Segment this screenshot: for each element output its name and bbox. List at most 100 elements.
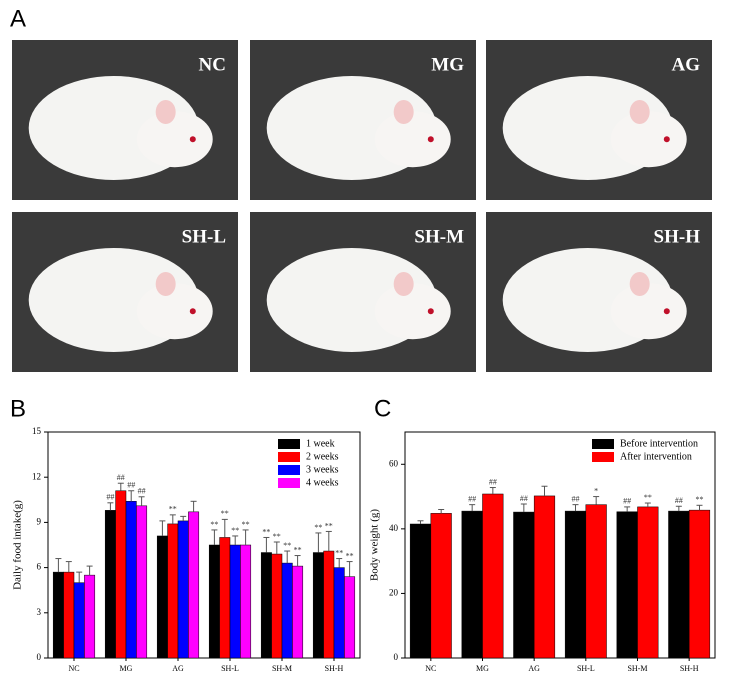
panel-label: B [10,395,26,422]
significance-mark: ## [106,493,114,502]
significance-mark: ## [572,494,580,503]
legend-label: 2 weeks [306,451,339,462]
mouse-head [374,283,451,340]
mouse-eye [427,136,434,143]
y-axis-label: Body weight (g) [369,509,381,581]
bar [616,511,638,659]
x-tick-label: SH-M [272,664,292,673]
y-tick-label: 40 [389,523,399,533]
mouse-eye [189,308,196,315]
bar [281,562,293,659]
legend-swatch [592,452,614,462]
y-tick-label: 6 [37,562,42,572]
x-tick-label: SH-L [221,664,239,673]
x-tick-label: MG [120,664,133,673]
x-tick-label: SH-L [577,664,595,673]
significance-mark: ** [262,527,270,536]
x-tick-label: SH-H [325,664,344,673]
bar [188,511,200,659]
legend-label: After intervention [620,451,692,462]
bar [208,544,220,659]
y-tick-label: 3 [37,607,42,617]
legend-swatch [278,452,300,462]
mouse-head [374,111,451,168]
legend-label: 4 weeks [306,477,339,488]
legend-label: 3 weeks [306,464,339,475]
x-tick-label: AG [528,664,540,673]
significance-mark: ** [242,520,250,529]
y-tick-label: 0 [394,652,399,662]
y-tick-label: 60 [389,458,399,468]
significance-mark: ** [231,526,239,535]
photo-label: MG [431,54,464,75]
mouse-ear [393,100,414,124]
x-tick-label: SH-M [627,664,647,673]
x-tick-label: NC [68,664,79,673]
bar [585,504,607,659]
significance-mark: ** [294,545,302,554]
bar [344,576,356,659]
bar [564,510,587,659]
bar [312,552,324,659]
y-tick-label: 15 [32,426,42,436]
significance-mark: ## [138,487,146,496]
bar [292,565,304,659]
bar [177,520,189,659]
y-axis-label: Daily food intake(g) [12,500,24,590]
bar [240,544,252,659]
mouse-ear [629,272,650,296]
significance-mark: ## [675,496,683,505]
bar [73,582,85,659]
significance-mark: ** [696,495,704,504]
significance-mark: ** [325,521,333,530]
significance-mark: ** [644,493,652,502]
bar [84,574,96,659]
significance-mark: ## [127,481,135,490]
photo-label: SH-L [182,226,226,247]
significance-mark: ## [623,497,631,506]
plot-frame [404,431,716,659]
legend-swatch [278,478,300,488]
mouse-ear [155,272,176,296]
bar [156,535,168,659]
mouse-eye [663,136,670,143]
bar [260,552,272,659]
bar [409,523,432,659]
bar [52,571,64,659]
y-tick-label: 20 [389,587,399,597]
y-tick-label: 12 [32,471,41,481]
significance-mark: ** [335,548,343,557]
significance-mark: ** [210,520,218,529]
mouse-head [610,111,687,168]
significance-mark: ## [520,494,528,503]
bar [333,567,345,659]
y-tick-label: 9 [37,516,42,526]
mouse-head [136,283,213,340]
bar [63,571,75,659]
mouse-ear [629,100,650,124]
significance-mark: ** [283,541,291,550]
significance-mark: * [594,486,598,495]
bar [430,513,452,659]
mouse-ear [155,100,176,124]
bar [125,501,137,659]
bar [115,490,127,659]
photo-label: SH-M [414,226,464,247]
significance-mark: ** [169,505,177,514]
legend-label: Before intervention [620,438,698,449]
mouse-ear [393,272,414,296]
y-tick-label: 0 [37,652,42,662]
photo-label: NC [199,54,226,75]
significance-mark: ** [273,532,281,541]
legend-swatch [278,439,300,449]
significance-mark: ** [221,509,229,518]
bar [323,550,335,659]
x-tick-label: AG [172,664,184,673]
panel-label: A [10,5,26,32]
significance-mark: ## [489,477,497,486]
bar [167,523,179,659]
photo-label: AG [672,54,701,75]
mouse-head [610,283,687,340]
mouse-eye [663,308,670,315]
